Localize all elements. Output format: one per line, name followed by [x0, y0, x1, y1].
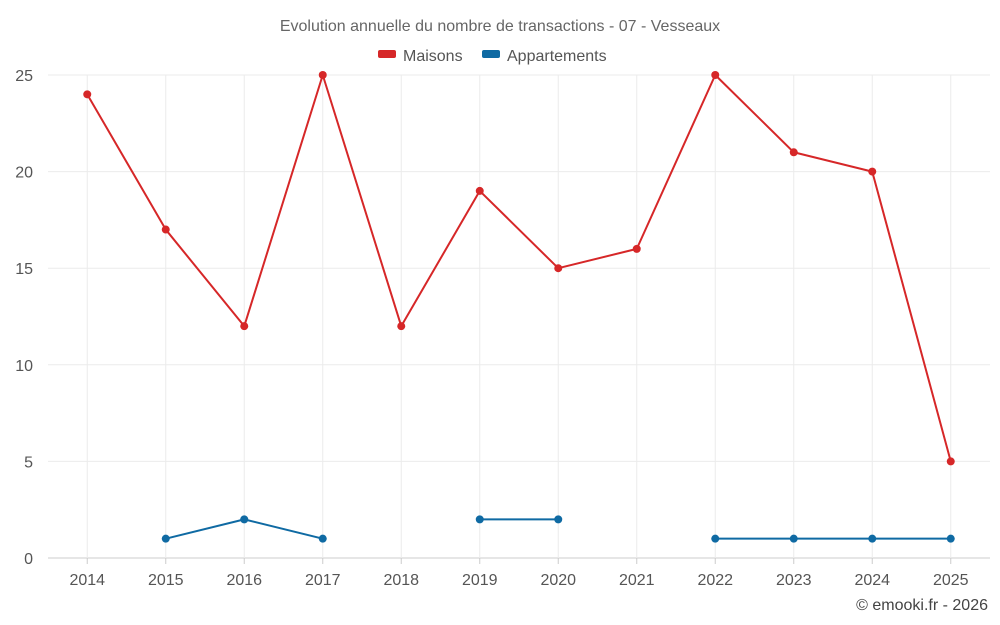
- x-tick-label: 2022: [697, 572, 733, 589]
- data-point-maisons[interactable]: Maisons 2022: 25: [711, 71, 720, 79]
- x-tick-label: 2018: [383, 572, 419, 589]
- series-appartements: Appartements 2015: 1 Appartements 2016: 2…: [161, 515, 955, 543]
- data-point-appartements[interactable]: Appartements 2020: 2: [554, 515, 563, 524]
- data-point-maisons[interactable]: Maisons 2025: 5: [946, 457, 955, 466]
- legend-swatch-appartements: [482, 50, 500, 58]
- data-point-appartements[interactable]: Appartements 2017: 1: [318, 534, 327, 543]
- legend: Maisons Appartements: [378, 48, 607, 65]
- data-point-appartements[interactable]: Appartements 2025: 1: [946, 534, 955, 543]
- data-point-maisons[interactable]: Maisons 2020: 15: [554, 264, 563, 273]
- x-tick-label: 2014: [69, 572, 105, 589]
- data-point-appartements[interactable]: Appartements 2019: 2: [475, 515, 484, 524]
- data-point-appartements[interactable]: Appartements 2015: 1: [161, 534, 170, 543]
- data-point-maisons[interactable]: Maisons 2024: 20: [868, 167, 877, 176]
- x-tick-label: 2017: [305, 572, 341, 589]
- legend-swatch-maisons: [378, 50, 396, 58]
- data-point-appartements[interactable]: Appartements 2016: 2: [240, 515, 249, 524]
- x-tick-label: 2016: [226, 572, 262, 589]
- y-tick-label: 10: [15, 358, 33, 375]
- series-layer: Maisons 2014: 24 Maisons 2015: 17 Maisons …: [83, 71, 955, 543]
- legend-label-maisons: Maisons: [403, 48, 463, 65]
- legend-item-maisons[interactable]: Maisons: [378, 48, 463, 65]
- x-tick-label: 2021: [619, 572, 655, 589]
- y-axis: 0 5 10 15 20 25: [15, 68, 33, 568]
- data-point-maisons[interactable]: Maisons 2019: 19: [475, 186, 484, 195]
- x-tick-label: 2025: [933, 572, 969, 589]
- data-point-maisons[interactable]: Maisons 2023: 21: [789, 148, 798, 157]
- legend-label-appartements: Appartements: [507, 48, 607, 65]
- series-line-maisons: [86, 74, 952, 462]
- x-axis: 2014 2015 2016 2017 2018 2019 2020 2021 2022 2023…: [69, 558, 969, 589]
- y-tick-label: 25: [15, 68, 33, 85]
- data-point-maisons[interactable]: Maisons 2017: 25: [318, 71, 327, 79]
- x-tick-label: 2015: [148, 572, 184, 589]
- legend-item-appartements[interactable]: Appartements: [482, 48, 607, 65]
- chart-title: Evolution annuelle du nombre de transact…: [280, 18, 720, 35]
- data-point-maisons[interactable]: Maisons 2016: 12: [240, 322, 249, 331]
- y-tick-label: 20: [15, 165, 33, 182]
- y-tick-label: 5: [24, 454, 33, 471]
- data-point-appartements[interactable]: Appartements 2024: 1: [868, 534, 877, 543]
- x-tick-label: 2024: [854, 572, 890, 589]
- x-tick-label: 2019: [462, 572, 498, 589]
- data-point-maisons[interactable]: Maisons 2015: 17: [161, 225, 170, 234]
- data-point-maisons[interactable]: Maisons 2014: 24: [83, 90, 92, 99]
- x-tick-label: 2020: [540, 572, 576, 589]
- data-point-maisons[interactable]: Maisons 2018: 12: [397, 322, 406, 331]
- y-tick-label: 15: [15, 261, 33, 278]
- series-maisons: Maisons 2014: 24 Maisons 2015: 17 Maisons …: [83, 71, 955, 466]
- data-point-appartements[interactable]: Appartements 2022: 1: [711, 534, 720, 543]
- grid: [48, 74, 990, 559]
- data-point-appartements[interactable]: Appartements 2023: 1: [789, 534, 798, 543]
- credit-text: © emooki.fr - 2026: [856, 597, 988, 614]
- x-tick-label: 2023: [776, 572, 812, 589]
- data-point-maisons[interactable]: Maisons 2021: 16: [632, 244, 641, 253]
- y-tick-label: 0: [24, 551, 33, 568]
